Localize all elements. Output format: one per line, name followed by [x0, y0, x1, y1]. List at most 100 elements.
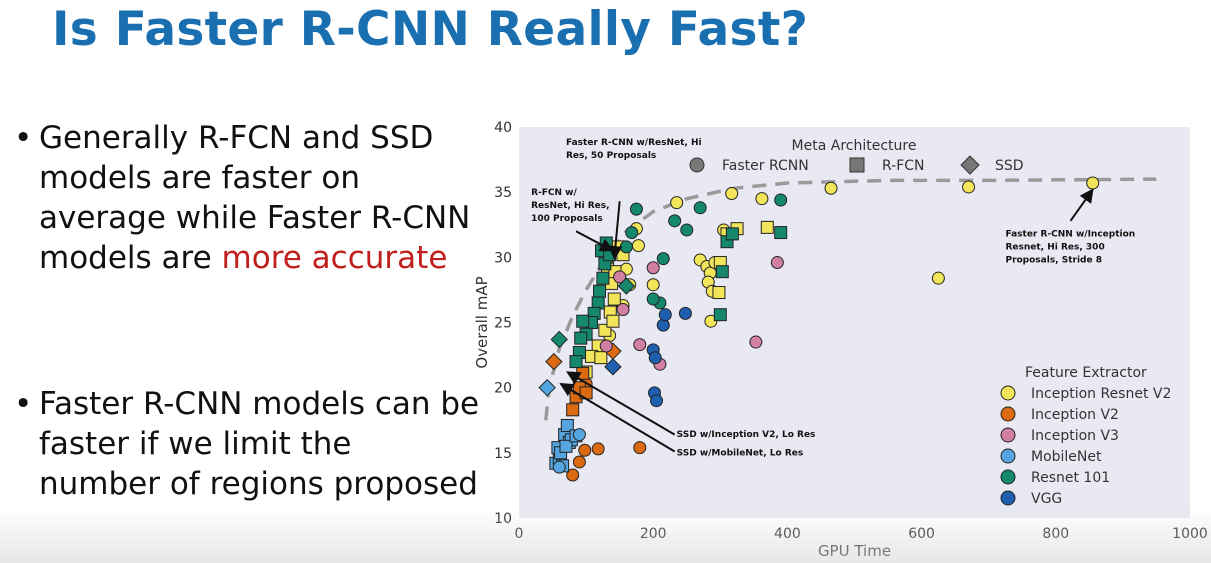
- data-point-circle: [755, 192, 769, 206]
- bullet-1-text: Generally R-FCN and SSD models are faste…: [39, 118, 482, 278]
- data-point-square: [606, 314, 620, 328]
- bullet-1: • Generally R-FCN and SSD models are fas…: [12, 118, 482, 278]
- y-tick-label: 35: [494, 185, 512, 201]
- y-tick-label: 20: [494, 381, 512, 397]
- x-tick-label: 400: [774, 526, 801, 542]
- x-tick-label: 0: [515, 526, 524, 542]
- annotation-text: Faster R-CNN w/Inception: [1005, 229, 1135, 239]
- y-axis-label: Overall mAP: [473, 276, 491, 368]
- data-point-circle: [962, 180, 976, 194]
- annotation-arrow: [575, 230, 615, 252]
- data-point-circle: [668, 214, 682, 228]
- legend-color-swatch: [1000, 490, 1016, 506]
- legend-meta-label: Faster RCNN: [722, 158, 809, 174]
- legend-meta-architecture: Meta Architecture Faster RCNN R-FCN SSD: [689, 138, 1024, 175]
- data-point-square: [607, 292, 621, 306]
- data-point-circle: [646, 261, 660, 275]
- legend-color-swatch: [1000, 448, 1016, 464]
- data-point-circle: [591, 442, 605, 456]
- y-tick-label: 40: [494, 120, 512, 136]
- data-point-circle: [631, 239, 645, 253]
- annotation-arrow: [559, 382, 676, 453]
- data-point-circle: [578, 443, 592, 457]
- data-point-circle: [680, 223, 694, 237]
- annotation-2: R-FCN w/ResNet, Hi Res, 100 Proposals: [531, 188, 615, 252]
- y-tick-label: 15: [494, 446, 512, 462]
- data-point-circle: [646, 292, 660, 306]
- bullet-1-highlight: more accurate: [221, 240, 448, 276]
- data-point-square: [713, 308, 727, 322]
- data-point-square: [760, 220, 774, 234]
- legend-feature-label: Resnet 101: [1031, 470, 1110, 486]
- data-point-circle: [619, 240, 633, 254]
- data-point-diamond: [545, 352, 563, 371]
- legend-feature-label: VGG: [1031, 491, 1062, 507]
- data-point-circle: [566, 468, 580, 482]
- annotation-text: ResNet, Hi Res,: [531, 201, 609, 211]
- data-point-circle: [770, 256, 784, 270]
- annotation-text: R-FCN w/: [531, 188, 577, 198]
- slide-title: Is Faster R-CNN Really Fast?: [52, 2, 809, 57]
- bullet-2-marker: •: [14, 386, 33, 422]
- data-point-square: [593, 284, 607, 298]
- annotation-arrow: [608, 201, 623, 261]
- annotation-1: Faster R-CNN w/ResNet, Hi Res, 50 Proposa…: [566, 138, 702, 261]
- data-point-circle: [572, 455, 586, 469]
- series-vgg: [604, 306, 692, 408]
- bullet-2: • Faster R-CNN models can be faster if w…: [12, 384, 482, 504]
- data-point-circle: [749, 335, 763, 349]
- data-point-circle: [656, 318, 670, 332]
- legend-color-swatch: [1000, 406, 1016, 422]
- x-axis-label: GPU Time: [818, 542, 891, 560]
- bullet-1-body: Generally R-FCN and SSD models are faste…: [39, 120, 471, 276]
- legend-feature-label: Inception V2: [1031, 407, 1119, 423]
- legend-feature-label: Inception V3: [1031, 428, 1119, 444]
- data-point-circle: [931, 271, 945, 285]
- legend-feature-extractor: Feature Extractor Inception Resnet V2 Ince…: [1000, 365, 1171, 507]
- data-point-circle: [646, 278, 660, 292]
- y-tick-label: 10: [494, 511, 512, 527]
- annotation-arrow: [566, 371, 676, 436]
- data-point-circle: [725, 186, 739, 200]
- data-point-circle: [629, 202, 643, 216]
- x-tick-label: 200: [640, 526, 667, 542]
- data-point-square: [725, 227, 739, 241]
- data-point-square: [569, 355, 583, 369]
- legend-diamond-marker: [960, 155, 980, 175]
- data-point-diamond: [538, 378, 556, 397]
- data-point-square: [715, 265, 729, 279]
- legend-meta-title: Meta Architecture: [792, 138, 917, 154]
- legend-color-swatch: [1000, 427, 1016, 443]
- annotation-text: SSD w/MobileNet, Lo Res: [677, 448, 804, 458]
- legend-color-swatch: [1000, 385, 1016, 401]
- x-tick-label: 800: [1042, 526, 1069, 542]
- y-tick-label: 30: [494, 250, 512, 266]
- legend-feature-label: MobileNet: [1031, 449, 1102, 465]
- data-point-circle: [774, 193, 788, 207]
- annotation-4: SSD w/Inception V2, Lo Res: [566, 371, 815, 440]
- data-point-circle: [693, 201, 707, 215]
- series-inception-v3: [599, 256, 784, 371]
- annotation-3: Faster R-CNN w/Inception Resnet, Hi Res, …: [1005, 188, 1135, 265]
- data-point-circle: [650, 394, 664, 408]
- data-point-square: [712, 286, 726, 300]
- data-point-circle: [678, 306, 692, 320]
- legend-circle-marker: [689, 157, 705, 173]
- legend-meta-label: R-FCN: [882, 158, 925, 174]
- data-point-circle: [1086, 176, 1100, 190]
- annotation-text: Proposals, Stride 8: [1005, 255, 1102, 265]
- series-mobilenet: [538, 378, 586, 474]
- bullet-1-marker: •: [14, 120, 33, 156]
- data-point-circle: [599, 339, 613, 353]
- data-point-circle: [633, 441, 647, 455]
- data-point-square: [774, 226, 788, 240]
- x-tick-label: 600: [908, 526, 935, 542]
- data-point-square: [596, 271, 610, 285]
- data-point-circle: [572, 428, 586, 442]
- data-point-circle: [658, 308, 672, 322]
- data-point-square: [566, 403, 580, 417]
- data-point-diamond: [604, 358, 622, 376]
- annotation-text: Resnet, Hi Res, 300: [1005, 242, 1104, 252]
